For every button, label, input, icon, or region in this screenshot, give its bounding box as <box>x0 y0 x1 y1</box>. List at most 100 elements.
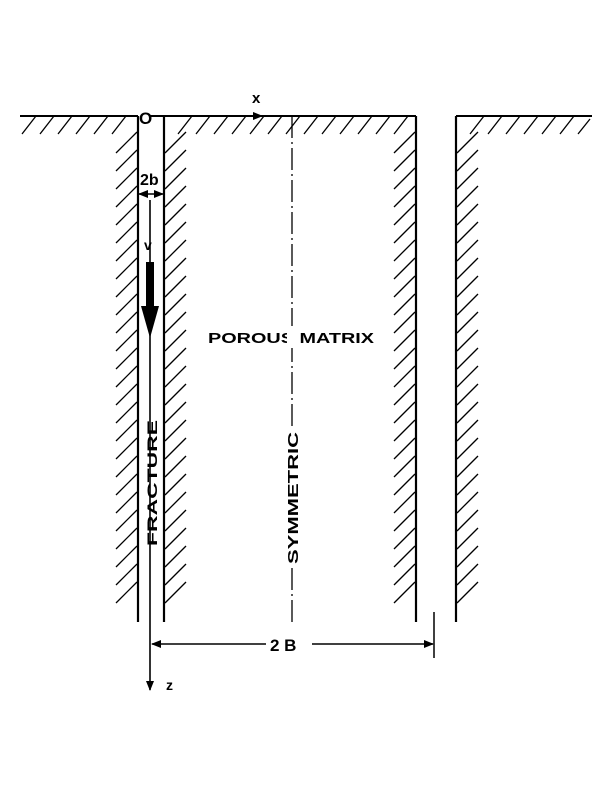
hatch-stroke <box>164 491 187 514</box>
hatch-stroke <box>115 275 138 298</box>
hatch-stroke <box>164 203 187 226</box>
hatch-stroke <box>456 419 479 442</box>
hatch-stroke <box>456 545 479 568</box>
hatch-stroke <box>456 149 479 172</box>
spacing-label: 2 B <box>270 636 296 655</box>
hatch-stroke <box>393 509 416 532</box>
hatch-stroke <box>393 365 416 388</box>
hatch-stroke <box>115 257 138 280</box>
hatch-stroke <box>456 131 479 154</box>
hatch-stroke <box>164 473 187 496</box>
hatch-stroke <box>456 167 479 190</box>
hatch-stroke <box>393 563 416 586</box>
hatch-stroke <box>164 509 187 532</box>
hatch-stroke <box>164 347 187 370</box>
hatch-stroke <box>393 203 416 226</box>
hatch-stroke <box>164 545 187 568</box>
hatch-stroke <box>456 185 479 208</box>
fracture-right-wall-hatching <box>164 131 187 604</box>
hatch-stroke <box>456 563 479 586</box>
hatch-stroke <box>456 527 479 550</box>
hatch-stroke <box>456 311 479 334</box>
hatch-stroke <box>393 131 416 154</box>
hatch-stroke <box>164 185 187 208</box>
hatch-stroke <box>164 293 187 316</box>
fracture-label: FRACTURE <box>144 420 160 546</box>
hatch-stroke <box>164 167 187 190</box>
hatch-stroke <box>164 365 187 388</box>
hatch-stroke <box>115 239 138 262</box>
hatch-stroke <box>393 581 416 604</box>
left-wall-hatching <box>115 131 138 604</box>
hatch-stroke <box>164 311 187 334</box>
hatch-stroke <box>456 257 479 280</box>
hatch-stroke <box>115 401 138 424</box>
hatch-stroke <box>115 365 138 388</box>
symmetric-label: SYMMETRIC <box>285 432 302 564</box>
hatch-stroke <box>115 491 138 514</box>
hatch-stroke <box>164 239 187 262</box>
hatch-stroke <box>115 473 138 496</box>
hatch-stroke <box>164 401 187 424</box>
hatch-stroke <box>393 419 416 442</box>
hatch-stroke <box>164 563 187 586</box>
hatch-stroke <box>115 437 138 460</box>
hatch-stroke <box>115 203 138 226</box>
hatch-stroke <box>456 275 479 298</box>
hatch-stroke <box>393 329 416 352</box>
origin-label: O <box>139 109 152 128</box>
hatch-stroke <box>393 473 416 496</box>
hatch-stroke <box>115 185 138 208</box>
hatch-stroke <box>164 149 187 172</box>
hatch-stroke <box>115 383 138 406</box>
fracture-walls <box>136 116 458 622</box>
matrix-right-wall-hatching <box>393 131 416 604</box>
hatch-stroke <box>456 293 479 316</box>
hatch-stroke <box>393 293 416 316</box>
hatch-stroke <box>115 563 138 586</box>
symmetry-label-gap <box>287 326 297 348</box>
hatch-stroke <box>115 311 138 334</box>
hatch-stroke <box>456 401 479 424</box>
hatch-stroke <box>393 383 416 406</box>
hatch-stroke <box>393 491 416 514</box>
hatch-stroke <box>164 581 187 604</box>
hatch-stroke <box>115 221 138 244</box>
hatch-stroke <box>393 347 416 370</box>
hatch-stroke <box>393 275 416 298</box>
hatch-stroke <box>164 275 187 298</box>
hatch-stroke <box>393 167 416 190</box>
hatch-stroke <box>393 527 416 550</box>
hatch-stroke <box>456 347 479 370</box>
hatch-stroke <box>115 581 138 604</box>
hatch-stroke <box>393 311 416 334</box>
hatch-stroke <box>164 329 187 352</box>
hatch-stroke <box>456 473 479 496</box>
hatch-stroke <box>115 131 138 154</box>
hatch-stroke <box>393 185 416 208</box>
hatch-stroke <box>456 581 479 604</box>
hatch-stroke <box>164 527 187 550</box>
hatch-stroke <box>164 437 187 460</box>
hatch-stroke <box>115 419 138 442</box>
z-axis-label: z <box>166 677 173 693</box>
surface-hatching <box>21 115 591 135</box>
hatch-stroke <box>456 329 479 352</box>
hatch-stroke <box>115 149 138 172</box>
velocity-label: v <box>144 237 152 253</box>
hatch-stroke <box>456 509 479 532</box>
hatch-stroke <box>393 149 416 172</box>
x-axis-label: x <box>252 90 261 107</box>
next-fracture-wall-hatching <box>456 131 479 604</box>
hatch-stroke <box>393 221 416 244</box>
hatch-stroke <box>456 203 479 226</box>
hatch-stroke <box>115 545 138 568</box>
hatch-stroke <box>393 239 416 262</box>
hatch-stroke <box>164 455 187 478</box>
hatch-stroke <box>393 257 416 280</box>
hatch-stroke <box>115 293 138 316</box>
hatch-stroke <box>456 455 479 478</box>
hatch-stroke <box>115 509 138 532</box>
hatch-stroke <box>164 419 187 442</box>
